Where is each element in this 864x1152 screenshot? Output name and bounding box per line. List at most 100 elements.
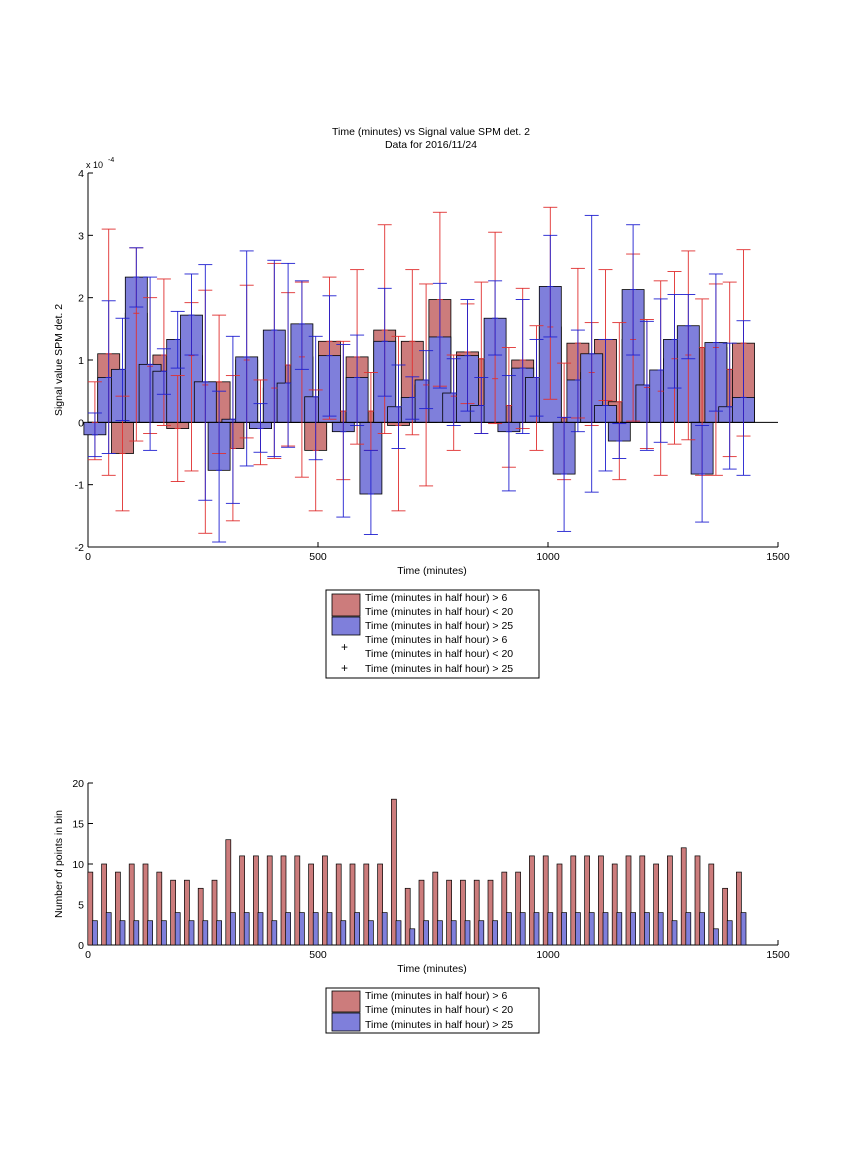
count-bar-series-1 — [584, 855, 590, 946]
count-bar-series-2 — [188, 920, 195, 946]
count-bar-series-2 — [216, 920, 222, 946]
y-tick-label: 15 — [72, 819, 84, 831]
count-bar-series-2 — [161, 920, 167, 946]
legend-swatch-red — [331, 593, 361, 617]
count-bar-series-2 — [230, 912, 236, 946]
count-bar-series-2 — [368, 920, 374, 946]
count-bar-series-1 — [101, 863, 107, 946]
count-bar-series-1 — [142, 863, 149, 946]
count-bar-series-2 — [519, 912, 526, 946]
count-bar-series-1 — [308, 863, 314, 946]
count-bar-series-2 — [202, 920, 209, 946]
count-bar-series-2 — [243, 912, 250, 946]
legend-marker-blue: + — [341, 661, 348, 675]
count-bar-series-1 — [680, 847, 687, 946]
count-bar-series-1 — [363, 863, 370, 946]
count-bar-series-2 — [381, 912, 388, 946]
count-bar-series-2 — [409, 928, 416, 946]
y-tick-label: 1 — [78, 355, 84, 367]
legend-box — [325, 589, 540, 679]
count-bar-series-2 — [92, 920, 98, 946]
top-xlabel: Time (minutes) — [397, 565, 467, 577]
count-bar-series-1 — [501, 871, 508, 946]
bottom-xlabel: Time (minutes) — [397, 963, 467, 975]
x-tick-label: 1000 — [536, 551, 560, 563]
count-bar-series-1 — [391, 798, 397, 946]
count-bar-series-1 — [184, 879, 190, 946]
legend-swatch-blue — [331, 1012, 361, 1032]
y-tick-label: 20 — [72, 778, 84, 790]
x-tick-label: 0 — [85, 949, 91, 961]
x-tick-label: 0 — [85, 551, 91, 563]
y-tick-label: 2 — [78, 293, 84, 305]
count-bar-series-2 — [547, 912, 554, 946]
count-bar-series-1 — [432, 871, 439, 946]
count-bar-series-1 — [460, 879, 466, 946]
y-tick-label: 3 — [78, 230, 84, 242]
legend-entry: Time (minutes in half hour) > 25 — [365, 1019, 513, 1031]
count-bar-series-1 — [322, 855, 328, 946]
count-bar-series-1 — [280, 855, 287, 946]
count-bar-series-2 — [726, 920, 733, 946]
count-bar-series-2 — [616, 912, 623, 946]
count-bar-series-1 — [349, 863, 356, 946]
y-tick-label: 0 — [78, 940, 84, 952]
count-bar-series-1 — [266, 855, 273, 946]
y-tick-label: -1 — [75, 480, 84, 492]
count-bar-series-2 — [699, 912, 705, 946]
bottom-ylabel: Number of points in bin — [53, 810, 65, 918]
y-tick-label: 4 — [78, 168, 84, 180]
count-bar-series-1 — [211, 879, 218, 946]
top-chart-plot: 0 500 1000 1500 -2 -1 0 1 2 3 4 — [75, 168, 790, 563]
count-bar-series-2 — [478, 920, 485, 946]
count-bar-series-1 — [156, 871, 163, 946]
top-chart-legend: + + Time (minutes in half hour) > 6 Time (m… — [325, 589, 540, 679]
count-bar-series-1 — [377, 863, 383, 946]
count-bar-series-2 — [326, 912, 333, 946]
exponent-power: -4 — [108, 157, 114, 164]
legend-entry: Time (minutes in half hour) > 25 — [365, 663, 513, 675]
count-bar-series-2 — [533, 912, 540, 946]
count-bar-series-2 — [602, 912, 609, 946]
count-bar-series-2 — [395, 920, 402, 946]
count-bar-series-1 — [294, 855, 301, 946]
count-bar-series-1 — [708, 863, 715, 946]
count-bar-series-2 — [685, 912, 692, 946]
count-bar-series-1 — [736, 871, 742, 946]
count-bar-series-1 — [667, 855, 673, 946]
count-bar-series-1 — [639, 855, 646, 946]
legend-swatch-blue — [331, 616, 361, 636]
count-bar-series-2 — [147, 920, 153, 946]
count-bar-series-2 — [713, 928, 719, 946]
count-bar-series-1 — [115, 871, 121, 946]
count-bar-series-1 — [529, 855, 535, 946]
count-bar-series-1 — [404, 887, 411, 946]
count-bar-series-2 — [354, 912, 360, 946]
top-ylabel: Signal value SPM det. 2 — [53, 304, 65, 416]
chart-subtitle: Data for 2016/11/24 — [385, 139, 477, 151]
y-tick-label: 0 — [78, 417, 84, 429]
count-bar-series-1 — [611, 863, 618, 946]
count-bar-series-1 — [542, 855, 549, 946]
count-bar-series-2 — [133, 920, 140, 946]
count-bar-series-2 — [119, 920, 126, 946]
count-bar-series-2 — [492, 920, 498, 946]
x-tick-label: 1500 — [766, 949, 790, 961]
count-bar-series-1 — [570, 855, 577, 946]
count-bar-series-1 — [446, 879, 452, 946]
count-bar-series-1 — [253, 855, 259, 946]
y-tick-label: 5 — [78, 900, 84, 912]
legend-marker-red: + — [341, 640, 348, 654]
bottom-chart-plot: 0 500 1000 1500 0 5 10 15 20 — [72, 778, 790, 961]
chart-title: Time (minutes) vs Signal value SPM det. … — [332, 126, 530, 138]
legend-box — [325, 987, 540, 1034]
x-tick-label: 1000 — [536, 949, 560, 961]
count-bar-series-2 — [271, 920, 278, 946]
count-bar-series-1 — [87, 871, 94, 946]
y-tick-label: -2 — [75, 542, 84, 554]
count-bar-series-2 — [423, 920, 429, 946]
count-bar-series-1 — [335, 863, 342, 946]
count-bar-series-1 — [653, 863, 659, 946]
count-bar-series-2 — [575, 912, 581, 946]
